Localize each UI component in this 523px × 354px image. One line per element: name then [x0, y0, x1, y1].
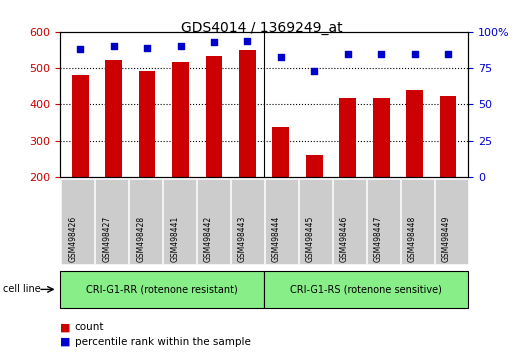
Text: GSM498449: GSM498449 — [442, 216, 451, 262]
Point — [109, 44, 118, 49]
Bar — [272, 127, 289, 177]
Bar — [440, 96, 457, 177]
Point — [210, 39, 218, 45]
Point — [310, 68, 319, 74]
Text: GSM498444: GSM498444 — [272, 216, 281, 262]
Text: GSM498427: GSM498427 — [102, 216, 111, 262]
Bar — [339, 98, 356, 177]
Text: count: count — [75, 322, 104, 332]
Text: GSM498445: GSM498445 — [306, 216, 315, 262]
Bar — [139, 71, 155, 177]
Bar — [172, 62, 189, 177]
Bar — [206, 56, 222, 177]
Text: CRI-G1-RR (rotenone resistant): CRI-G1-RR (rotenone resistant) — [86, 284, 238, 295]
Text: CRI-G1-RS (rotenone sensitive): CRI-G1-RS (rotenone sensitive) — [290, 284, 442, 295]
Text: GSM498441: GSM498441 — [170, 216, 179, 262]
Point — [76, 46, 84, 52]
Bar — [406, 90, 423, 177]
Text: GSM498443: GSM498443 — [238, 216, 247, 262]
Bar — [239, 50, 256, 177]
Text: GSM498447: GSM498447 — [374, 216, 383, 262]
Bar — [105, 60, 122, 177]
Text: GSM498428: GSM498428 — [136, 216, 145, 262]
Text: GSM498426: GSM498426 — [68, 216, 77, 262]
Text: GSM498442: GSM498442 — [204, 216, 213, 262]
Point — [277, 54, 285, 59]
Point — [444, 51, 452, 57]
Bar — [306, 155, 323, 177]
Bar — [373, 98, 390, 177]
Text: GSM498448: GSM498448 — [408, 216, 417, 262]
Text: cell line: cell line — [3, 284, 40, 295]
Text: ■: ■ — [60, 322, 71, 332]
Point — [143, 45, 151, 51]
Text: ■: ■ — [60, 337, 71, 347]
Bar — [72, 75, 88, 177]
Text: percentile rank within the sample: percentile rank within the sample — [75, 337, 251, 347]
Text: GSM498446: GSM498446 — [340, 216, 349, 262]
Point — [344, 51, 352, 57]
Text: GDS4014 / 1369249_at: GDS4014 / 1369249_at — [180, 21, 343, 35]
Point — [243, 38, 252, 44]
Point — [377, 51, 385, 57]
Point — [176, 44, 185, 49]
Point — [411, 51, 419, 57]
